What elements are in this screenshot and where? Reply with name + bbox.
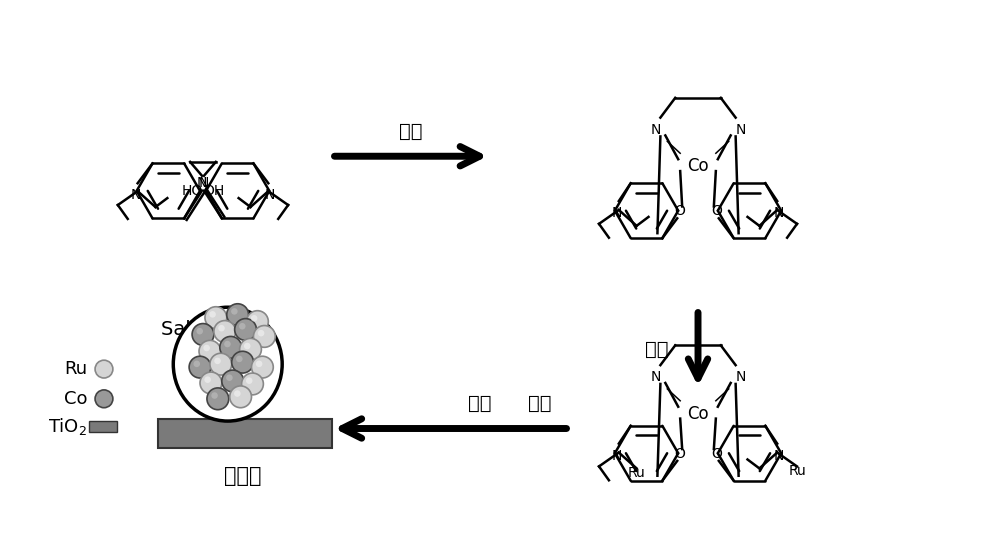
Circle shape — [222, 370, 244, 392]
Circle shape — [236, 356, 243, 362]
Text: N: N — [735, 370, 746, 384]
Circle shape — [205, 307, 227, 329]
Text: N: N — [612, 448, 622, 463]
Ellipse shape — [173, 307, 282, 421]
Circle shape — [214, 358, 221, 364]
Circle shape — [214, 321, 236, 342]
Circle shape — [258, 330, 264, 337]
Circle shape — [244, 343, 251, 349]
Circle shape — [240, 338, 261, 360]
Circle shape — [200, 372, 222, 394]
Text: N: N — [774, 206, 784, 220]
Circle shape — [196, 328, 203, 334]
Text: 催化剂: 催化剂 — [224, 466, 261, 486]
Circle shape — [239, 323, 246, 329]
Circle shape — [246, 377, 252, 384]
Circle shape — [220, 337, 242, 358]
FancyBboxPatch shape — [158, 419, 332, 448]
Circle shape — [95, 360, 113, 378]
Circle shape — [207, 388, 229, 410]
Text: N: N — [774, 448, 784, 463]
Text: Ru: Ru — [64, 360, 87, 378]
Text: O: O — [674, 205, 685, 219]
Circle shape — [189, 356, 211, 378]
Circle shape — [218, 325, 225, 331]
Circle shape — [210, 353, 232, 375]
Text: O: O — [711, 205, 722, 219]
Text: OH: OH — [203, 184, 224, 198]
Text: N: N — [197, 176, 207, 190]
Circle shape — [192, 324, 214, 345]
Text: N: N — [612, 206, 622, 220]
Text: 鯈源: 鯈源 — [399, 122, 423, 141]
Text: O: O — [711, 447, 722, 461]
Circle shape — [231, 308, 238, 315]
Circle shape — [209, 311, 216, 318]
Circle shape — [234, 390, 241, 397]
Text: Ru: Ru — [628, 466, 646, 480]
Text: Salen 配体: Salen 配体 — [161, 320, 245, 339]
Text: Co: Co — [687, 405, 709, 423]
Circle shape — [199, 340, 221, 362]
Circle shape — [247, 311, 268, 333]
Text: O: O — [674, 447, 685, 461]
Circle shape — [226, 375, 233, 381]
Circle shape — [227, 304, 249, 325]
Circle shape — [230, 386, 251, 408]
Text: N: N — [735, 122, 746, 136]
Circle shape — [251, 356, 273, 378]
Circle shape — [232, 351, 253, 373]
Text: N: N — [130, 188, 141, 202]
Circle shape — [224, 341, 231, 347]
Text: Co: Co — [687, 157, 709, 175]
Circle shape — [204, 376, 211, 383]
FancyBboxPatch shape — [89, 420, 117, 433]
Circle shape — [211, 392, 218, 399]
Text: N: N — [650, 370, 661, 384]
Text: 干燥: 干燥 — [528, 394, 551, 413]
Circle shape — [235, 319, 256, 340]
Circle shape — [95, 390, 113, 408]
Text: N: N — [199, 176, 209, 190]
Circle shape — [256, 361, 262, 367]
Text: 焙烧: 焙烧 — [468, 394, 492, 413]
Circle shape — [251, 315, 257, 321]
Circle shape — [253, 325, 275, 347]
Text: HO: HO — [182, 184, 203, 198]
Text: TiO$_2$: TiO$_2$ — [48, 416, 87, 437]
Circle shape — [242, 373, 263, 395]
Text: Ru: Ru — [788, 465, 806, 479]
Text: Co: Co — [64, 390, 87, 408]
Text: N: N — [650, 122, 661, 136]
Circle shape — [193, 361, 200, 367]
Text: 鄔源: 鄔源 — [645, 340, 668, 359]
Circle shape — [203, 345, 210, 351]
Text: N: N — [265, 188, 275, 202]
